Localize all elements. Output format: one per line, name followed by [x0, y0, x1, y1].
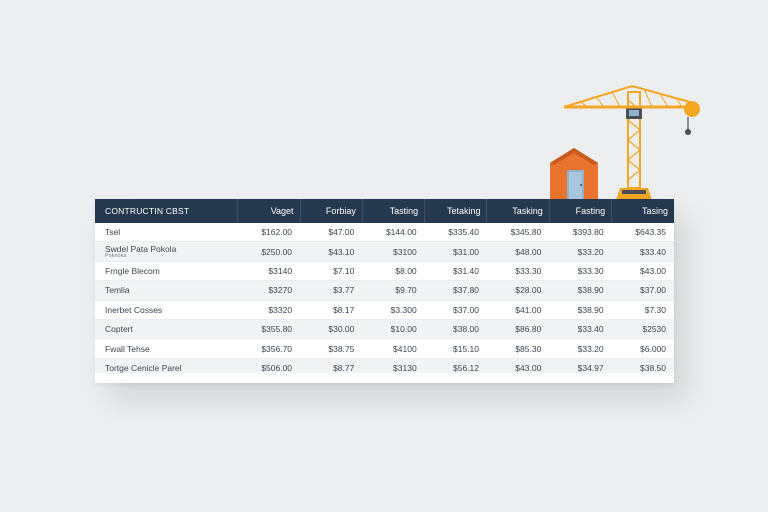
- table-cell: $8.17: [300, 300, 363, 320]
- table-cell: $9.70: [362, 280, 425, 301]
- table-cell: $38.90: [549, 300, 612, 320]
- table-cell: $3140: [237, 261, 301, 282]
- table-cell: $33.30: [549, 261, 612, 282]
- tower-crane-icon: [563, 84, 700, 200]
- table-cell: $355.80: [237, 319, 301, 340]
- table-cell: $3.300: [362, 300, 425, 320]
- column-header[interactable]: Forbiay: [299, 199, 363, 223]
- table-cell: $31.40: [424, 261, 487, 282]
- table-header-row: CONTRUCTIN CBST Vaget Forbiay Tasting Te…: [95, 199, 674, 223]
- table-cell: $38.75: [300, 338, 363, 359]
- table-cell: $33.40: [549, 319, 612, 340]
- table-cell: $86.80: [486, 319, 550, 340]
- table-footer: [95, 373, 674, 383]
- table-row[interactable]: Inerbet Cosses $3320 $8.17 $3.300 $37.00…: [95, 300, 674, 320]
- table-cell: $2530: [611, 319, 674, 340]
- table-cell: $33.20: [549, 241, 612, 262]
- table-cell: $43.00: [611, 261, 674, 282]
- table-cell: $8.00: [362, 261, 425, 282]
- row-label: Inerbet Cosses: [95, 300, 238, 320]
- table-row[interactable]: Coptert $355.80 $30.00 $10.00 $38.00 $86…: [95, 319, 674, 340]
- table-cell: $335.40: [424, 223, 487, 243]
- table-cell: $3320: [237, 300, 301, 320]
- table-cell: $37.80: [424, 280, 487, 301]
- table-row[interactable]: Frngle Blecom $3140 $7.10 $8.00 $31.40 $…: [95, 261, 674, 282]
- table-row[interactable]: Tortge Cenicle Parel $506.00 $8.77 $3130…: [95, 358, 674, 379]
- table-cell: $37.00: [424, 300, 487, 320]
- cost-table-card: CONTRUCTIN CBST Vaget Forbiay Tasting Te…: [95, 199, 674, 383]
- column-header[interactable]: Tasing: [611, 199, 674, 223]
- table-cell: $33.40: [611, 241, 674, 262]
- table-cell: $28.00: [486, 280, 550, 301]
- table-cell: $38.00: [424, 319, 487, 340]
- table-cell: $250.00: [237, 241, 301, 262]
- table-cell: $15.10: [424, 338, 487, 359]
- house-icon: [550, 148, 598, 200]
- table-cell: $33.30: [486, 261, 550, 282]
- table-row[interactable]: Temlia $3270 $3.77 $9.70 $37.80 $28.00 $…: [95, 280, 674, 301]
- row-label-cell: Swdel Pata Pokola Poknoka: [95, 241, 238, 262]
- row-label: Swdel Pata Pokola: [105, 243, 177, 254]
- table-cell: $41.00: [486, 300, 550, 320]
- table-cell: $85.30: [486, 338, 550, 359]
- column-header[interactable]: Tetaking: [424, 199, 487, 223]
- table-cell: $33.20: [549, 338, 612, 359]
- table-cell: $643.35: [611, 223, 674, 243]
- table-cell: $3100: [362, 241, 425, 262]
- row-label: Coptert: [95, 319, 238, 340]
- table-cell: $47.00: [300, 223, 363, 243]
- table-cell: $48.00: [486, 241, 550, 262]
- table-cell: $162.00: [237, 223, 301, 243]
- table-cell: $3.77: [300, 280, 363, 301]
- table-cell: $356.70: [237, 338, 301, 359]
- table-cell: $7.10: [300, 261, 363, 282]
- table-cell: $37.00: [611, 280, 674, 301]
- table-cell: $6.000: [611, 338, 674, 359]
- row-label: Fwall Tehse: [95, 338, 238, 359]
- table-cell: $4100: [362, 338, 425, 359]
- row-label: Tsel: [95, 223, 238, 243]
- row-label: Temlia: [95, 280, 238, 301]
- row-sublabel: Poknoka: [105, 252, 127, 259]
- table-cell: $43.10: [300, 241, 363, 262]
- table-cell: $30.00: [300, 319, 363, 340]
- table-cell: $7.30: [611, 300, 674, 320]
- column-header[interactable]: Tasking: [486, 199, 550, 223]
- table-row[interactable]: Fwall Tehse $356.70 $38.75 $4100 $15.10 …: [95, 338, 674, 359]
- cost-table: CONTRUCTIN CBST Vaget Forbiay Tasting Te…: [95, 199, 674, 379]
- table-cell: $393.80: [549, 223, 612, 243]
- table-row[interactable]: Swdel Pata Pokola Poknoka $250.00 $43.10…: [95, 241, 674, 262]
- table-row[interactable]: Tsel $162.00 $47.00 $144.00 $335.40 $345…: [95, 223, 674, 243]
- table-cell: $38.90: [549, 280, 612, 301]
- row-label: Frngle Blecom: [95, 261, 238, 282]
- table-cell: $345.80: [486, 223, 550, 243]
- column-header[interactable]: Tasting: [361, 199, 425, 223]
- table-cell: $3270: [237, 280, 301, 301]
- table-cell: $31.00: [424, 241, 487, 262]
- column-header[interactable]: Fasting: [548, 199, 612, 223]
- table-cell: $10.00: [362, 319, 425, 340]
- column-header[interactable]: CONTRUCTIN CBST: [95, 199, 238, 223]
- column-header[interactable]: Vaget: [237, 199, 301, 223]
- table-cell: $144.00: [362, 223, 425, 243]
- construction-illustration: [550, 84, 700, 200]
